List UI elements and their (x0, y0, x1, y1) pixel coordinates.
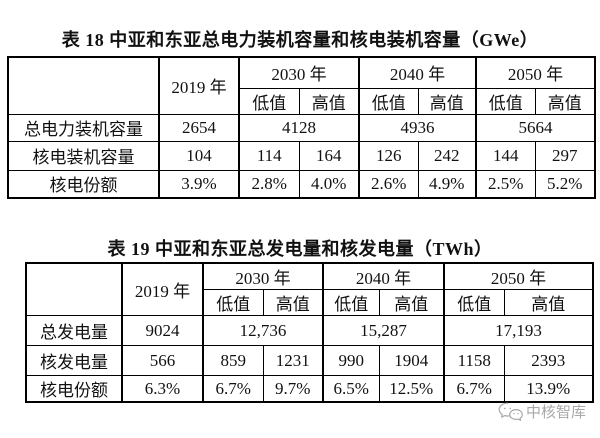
cell-value: 2654 (158, 113, 240, 142)
cell-value: 13.9% (503, 375, 594, 403)
subheader-high: 高值 (378, 289, 445, 316)
col-header-2030: 2030 年 (238, 56, 360, 89)
cell-value: 1158 (443, 345, 505, 376)
col-header-2050: 2050 年 (443, 262, 594, 290)
cell-value: 990 (322, 345, 380, 376)
table-19: 2019 年 2030 年 2040 年 2050 年 低值 高值 低值 高值 … (25, 262, 594, 403)
cell-value: 2393 (503, 345, 594, 376)
table18-title: 表 18 中亚和东亚总电力装机容量和核电装机容量（GWe） (61, 30, 539, 50)
col-header-2019: 2019 年 (121, 262, 204, 316)
cell-value: 4936 (358, 113, 477, 142)
subheader-low: 低值 (202, 289, 264, 316)
cell-value: 5.2% (534, 169, 596, 199)
row-label: 总电力装机容量 (7, 113, 160, 142)
cell-value: 12.5% (378, 375, 445, 403)
col-header-2040: 2040 年 (358, 56, 477, 89)
cell-value: 2.8% (238, 169, 300, 199)
cell-value: 104 (158, 140, 240, 171)
cell-value: 2.5% (475, 169, 536, 199)
row-label: 核电装机容量 (7, 140, 160, 171)
subheader-high: 高值 (298, 87, 360, 115)
col-header-2030: 2030 年 (202, 262, 324, 290)
subheader-high: 高值 (417, 87, 477, 115)
subheader-low: 低值 (322, 289, 380, 316)
corner-cell (7, 56, 160, 115)
cell-value: 297 (534, 140, 596, 171)
cell-value: 15,287 (322, 315, 445, 346)
cell-value: 5664 (475, 113, 596, 142)
table-row: 核电份额 6.3% 6.7% 9.7% 6.5% 12.5% 6.7% 13.9… (25, 375, 594, 403)
row-label: 核发电量 (25, 345, 123, 376)
cell-value: 3.9% (158, 169, 240, 199)
cell-value: 144 (475, 140, 536, 171)
cell-value: 6.7% (443, 375, 505, 403)
subheader-high: 高值 (503, 289, 594, 316)
watermark-text: 中核智库 (525, 403, 586, 421)
cell-value: 4.9% (417, 169, 477, 199)
subheader-low: 低值 (358, 87, 419, 115)
cell-value: 566 (121, 345, 204, 376)
table-row: 总发电量 9024 12,736 15,287 17,193 (25, 315, 594, 346)
col-header-2040: 2040 年 (322, 262, 445, 290)
cell-value: 1231 (262, 345, 324, 376)
cell-value: 17,193 (443, 315, 594, 346)
cell-value: 12,736 (202, 315, 324, 346)
subheader-high: 高值 (534, 87, 596, 115)
cell-value: 9024 (121, 315, 204, 346)
col-header-2050: 2050 年 (475, 56, 596, 89)
cell-value: 126 (358, 140, 419, 171)
table-row: 核发电量 566 859 1231 990 1904 1158 2393 (25, 345, 594, 376)
row-label: 核电份额 (7, 169, 160, 199)
col-header-2019: 2019 年 (158, 56, 240, 115)
cell-value: 164 (298, 140, 360, 171)
corner-cell (25, 262, 123, 316)
subheader-low: 低值 (475, 87, 536, 115)
table-row: 核电份额 3.9% 2.8% 4.0% 2.6% 4.9% 2.5% 5.2% (7, 169, 596, 199)
table-row: 核电装机容量 104 114 164 126 242 144 297 (7, 140, 596, 171)
table-18: 2019 年 2030 年 2040 年 2050 年 低值 高值 低值 高值 … (7, 56, 596, 199)
cell-value: 859 (202, 345, 264, 376)
cell-value: 242 (417, 140, 477, 171)
cell-value: 6.5% (322, 375, 380, 403)
cell-value: 4128 (238, 113, 360, 142)
cell-value: 4.0% (298, 169, 360, 199)
subheader-low: 低值 (443, 289, 505, 316)
cell-value: 114 (238, 140, 300, 171)
cell-value: 9.7% (262, 375, 324, 403)
table-row: 总电力装机容量 2654 4128 4936 5664 (7, 113, 596, 142)
cell-value: 1904 (378, 345, 445, 376)
cell-value: 6.7% (202, 375, 264, 403)
cell-value: 6.3% (121, 375, 204, 403)
row-label: 核电份额 (25, 375, 123, 403)
wechat-chat-bubbles-icon (498, 402, 523, 421)
row-label: 总发电量 (25, 315, 123, 346)
table19-title: 表 19 中亚和东亚总发电量和核发电量（TWh） (107, 239, 493, 259)
cell-value: 2.6% (358, 169, 419, 199)
watermark: 中核智库 (498, 401, 586, 421)
subheader-high: 高值 (262, 289, 324, 316)
subheader-low: 低值 (238, 87, 300, 115)
